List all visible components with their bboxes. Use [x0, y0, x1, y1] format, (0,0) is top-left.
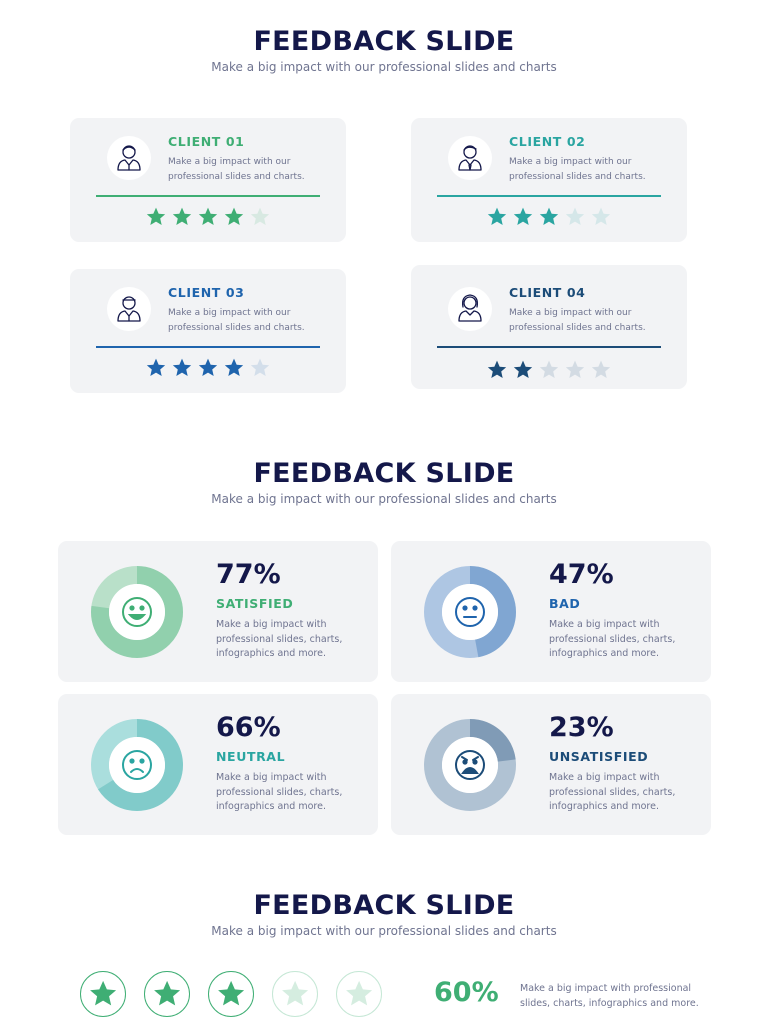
stat-card-bad: 47% BAD Make a big impact with professio…: [391, 541, 711, 682]
star-empty-icon: [272, 971, 318, 1017]
stat-label: NEUTRAL: [216, 749, 286, 764]
star-filled-icon: [144, 971, 190, 1017]
client-description: Make a big impact with our professional …: [168, 157, 305, 182]
stat-label: BAD: [549, 596, 581, 611]
stat-description: Make a big impact with professional slid…: [216, 619, 343, 659]
star-filled-icon: [208, 971, 254, 1017]
client-name: CLIENT 04: [509, 285, 586, 300]
client-rating: [411, 206, 687, 230]
star-empty-icon: [250, 358, 270, 376]
star-filled-icon: [146, 207, 166, 225]
client-name: CLIENT 03: [168, 285, 245, 300]
neutral-face-icon: [455, 597, 485, 627]
overall-description: Make a big impact with professional slid…: [520, 983, 699, 1009]
male-user-icon: [107, 287, 151, 331]
client-card-4: CLIENT 04 Make a big impact with our pro…: [411, 265, 687, 389]
stat-percent: 77%: [216, 559, 281, 590]
star-filled-icon: [513, 360, 533, 378]
client-card-2: CLIENT 02 Make a big impact with our pro…: [411, 118, 687, 242]
client-description: Make a big impact with our professional …: [509, 308, 646, 333]
satisfaction-donut: [91, 566, 183, 658]
client-description: Make a big impact with our professional …: [509, 157, 646, 182]
stat-label: SATISFIED: [216, 596, 294, 611]
stat-description: Make a big impact with professional slid…: [549, 619, 676, 659]
client-rating: [411, 359, 687, 383]
section-1-subtitle: Make a big impact with our professional …: [211, 60, 557, 74]
client-rating: [70, 357, 346, 381]
star-filled-icon: [146, 358, 166, 376]
star-empty-icon: [565, 360, 585, 378]
client-divider: [96, 195, 320, 197]
star-empty-icon: [336, 971, 382, 1017]
section-2-title: FEEDBACK SLIDE: [253, 458, 515, 489]
star-filled-icon: [224, 207, 244, 225]
star-filled-icon: [172, 358, 192, 376]
star-empty-icon: [591, 360, 611, 378]
donut-value-arc: [424, 719, 516, 811]
stat-percent: 66%: [216, 712, 281, 743]
star-filled-icon: [487, 360, 507, 378]
overall-percent: 60%: [434, 977, 499, 1008]
stat-card-neutral: 66% NEUTRAL Make a big impact with profe…: [58, 694, 378, 835]
client-description: Make a big impact with our professional …: [168, 308, 305, 333]
stat-card-unsatisfied: 23% UNSATISFIED Make a big impact with p…: [391, 694, 711, 835]
section-3-subtitle: Make a big impact with our professional …: [211, 924, 557, 938]
star-filled-icon: [198, 207, 218, 225]
female-user-icon: [448, 287, 492, 331]
client-divider: [437, 346, 661, 348]
client-name: CLIENT 02: [509, 134, 586, 149]
stat-percent: 23%: [549, 712, 614, 743]
client-rating: [70, 206, 346, 230]
section-3-title: FEEDBACK SLIDE: [253, 890, 515, 921]
angry-face-icon: [455, 750, 485, 780]
star-filled-icon: [487, 207, 507, 225]
smiling-face-icon: [122, 597, 152, 627]
stat-label: UNSATISFIED: [549, 749, 649, 764]
section-1-title: FEEDBACK SLIDE: [253, 26, 515, 57]
star-empty-icon: [565, 207, 585, 225]
star-filled-icon: [539, 207, 559, 225]
client-divider: [96, 346, 320, 348]
stat-percent: 47%: [549, 559, 614, 590]
male-user-icon: [107, 136, 151, 180]
unsatisfied-donut: [424, 719, 516, 811]
stat-description: Make a big impact with professional slid…: [216, 772, 343, 812]
client-card-3: CLIENT 03 Make a big impact with our pro…: [70, 269, 346, 393]
star-filled-icon: [513, 207, 533, 225]
male-user-icon: [448, 136, 492, 180]
client-divider: [437, 195, 661, 197]
client-card-1: CLIENT 01 Make a big impact with our pro…: [70, 118, 346, 242]
client-name: CLIENT 01: [168, 134, 245, 149]
bad-donut: [424, 566, 516, 658]
neutral-donut: [91, 719, 183, 811]
section-2-subtitle: Make a big impact with our professional …: [211, 492, 557, 506]
donut-value-arc: [91, 566, 183, 658]
stat-description: Make a big impact with professional slid…: [549, 772, 676, 812]
star-filled-icon: [198, 358, 218, 376]
star-empty-icon: [591, 207, 611, 225]
star-filled-icon: [172, 207, 192, 225]
stat-card-satisfied: 77% SATISFIED Make a big impact with pro…: [58, 541, 378, 682]
donut-value-arc: [424, 566, 516, 658]
frowning-face-icon: [122, 750, 152, 780]
star-filled-icon: [224, 358, 244, 376]
star-filled-icon: [80, 971, 126, 1017]
star-empty-icon: [539, 360, 559, 378]
star-empty-icon: [250, 207, 270, 225]
donut-value-arc: [91, 719, 183, 811]
